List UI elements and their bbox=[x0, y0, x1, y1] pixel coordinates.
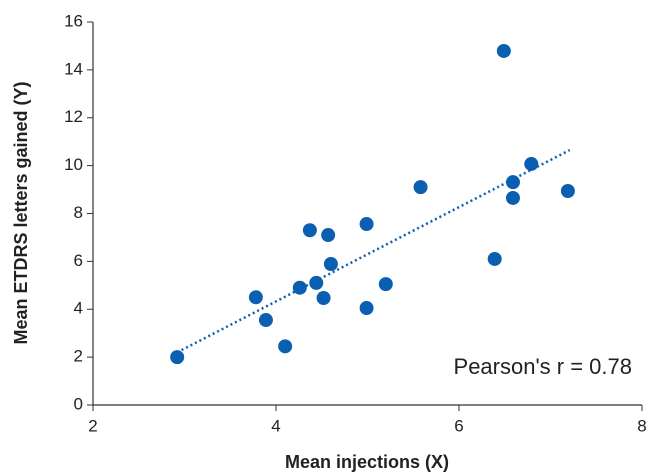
y-tick-label: 8 bbox=[74, 203, 83, 222]
y-tick-label: 10 bbox=[64, 155, 83, 174]
point bbox=[292, 280, 307, 295]
point bbox=[505, 190, 520, 205]
point bbox=[278, 339, 293, 354]
y-tick-label: 6 bbox=[74, 251, 83, 270]
y-tick-label: 2 bbox=[74, 347, 83, 366]
trendline bbox=[176, 148, 571, 354]
point bbox=[248, 290, 263, 305]
x-tick-label: 4 bbox=[271, 416, 280, 435]
point bbox=[323, 257, 338, 272]
point bbox=[302, 223, 317, 238]
point bbox=[359, 301, 374, 316]
x-tick-label: 6 bbox=[454, 416, 463, 435]
point bbox=[359, 217, 374, 232]
x-tick-label: 2 bbox=[88, 416, 97, 435]
y-tick-label: 16 bbox=[64, 11, 83, 30]
point bbox=[524, 156, 539, 171]
point bbox=[309, 275, 324, 290]
y-axis-title: Mean ETDRS letters gained (Y) bbox=[11, 81, 31, 344]
point bbox=[413, 180, 428, 195]
point bbox=[170, 350, 185, 365]
x-tick-label: 8 bbox=[637, 416, 646, 435]
point bbox=[560, 183, 575, 198]
point bbox=[258, 313, 273, 328]
point bbox=[378, 277, 393, 292]
point bbox=[487, 251, 502, 266]
point bbox=[496, 43, 511, 58]
annotation: Pearson's r = 0.78 bbox=[454, 354, 632, 379]
y-tick-label: 4 bbox=[74, 299, 83, 318]
y-tick-label: 12 bbox=[64, 107, 83, 126]
y-tick-label: 14 bbox=[64, 59, 83, 78]
point bbox=[316, 290, 331, 305]
x-axis-title: Mean injections (X) bbox=[285, 452, 449, 472]
point bbox=[321, 228, 336, 243]
y-tick-label: 0 bbox=[74, 394, 83, 413]
point bbox=[505, 175, 520, 190]
